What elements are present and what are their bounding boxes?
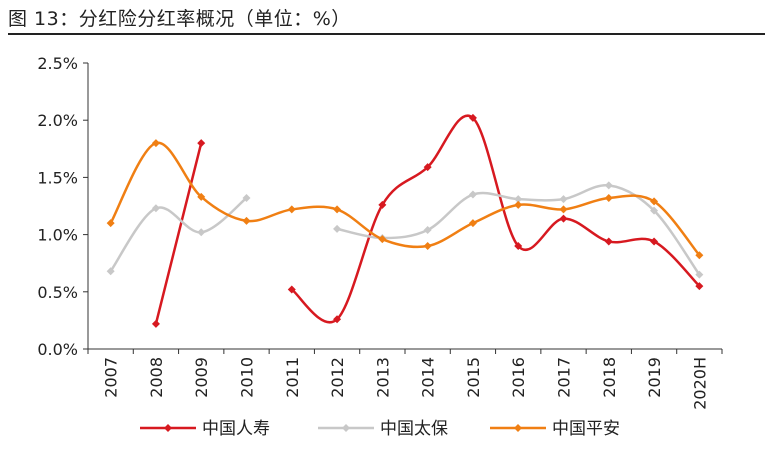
x-tick-label: 2007: [102, 357, 121, 398]
x-tick-label: 2015: [464, 357, 483, 398]
title-underline: [8, 33, 765, 35]
series-line: [154, 142, 203, 325]
data-point: [151, 139, 160, 148]
data-point: [423, 163, 432, 172]
data-point: [106, 219, 115, 228]
x-tick-label: 2018: [600, 357, 619, 398]
x-tick-label: 2013: [373, 357, 392, 398]
chart-series-lines: [106, 113, 704, 328]
data-point: [106, 267, 115, 276]
x-tick-label: 2008: [147, 357, 166, 398]
x-tick-label: 2019: [645, 357, 664, 398]
data-point: [287, 285, 296, 294]
data-point: [604, 181, 613, 190]
series-line: [109, 196, 248, 272]
data-point: [423, 226, 432, 235]
series-中国人寿: [151, 113, 704, 328]
data-point: [650, 206, 659, 215]
data-point: [468, 113, 477, 122]
data-point: [197, 192, 206, 201]
chart-legend: 中国人寿 中国太保 中国平安: [140, 419, 620, 439]
data-point: [333, 205, 342, 214]
data-point: [514, 195, 523, 204]
legend-marker: [164, 424, 172, 432]
data-point: [514, 200, 523, 209]
data-point: [604, 193, 613, 202]
data-point: [423, 242, 432, 251]
legend-marker: [342, 424, 350, 432]
y-tick-label: 2.0%: [37, 111, 78, 130]
series-中国平安: [106, 139, 704, 260]
data-point: [695, 270, 704, 279]
data-point: [287, 205, 296, 214]
y-tick-label: 1.0%: [37, 226, 78, 245]
data-point: [695, 282, 704, 291]
x-tick-label: 2017: [555, 357, 574, 398]
data-point: [378, 200, 387, 209]
x-tick-label: 2012: [328, 357, 347, 398]
legend-label: 中国太保: [380, 419, 448, 439]
figure-title: 图 13：分红险分红率概况（单位：%）: [8, 8, 351, 30]
x-tick-label: 2011: [283, 357, 302, 398]
legend-item: 中国太保: [318, 419, 448, 439]
y-tick-label: 0.0%: [37, 340, 78, 359]
legend-item: 中国人寿: [140, 419, 270, 439]
y-tick-label: 0.5%: [37, 283, 78, 302]
legend-label: 中国平安: [552, 419, 620, 439]
series-中国太保: [106, 181, 704, 279]
data-point: [468, 219, 477, 228]
y-tick-label: 2.5%: [37, 54, 78, 73]
data-point: [333, 224, 342, 233]
x-tick-label: 2010: [238, 357, 257, 398]
data-point: [604, 237, 613, 246]
data-point: [151, 204, 160, 213]
data-point: [695, 251, 704, 260]
legend-item: 中国平安: [490, 419, 620, 439]
data-point: [559, 205, 568, 214]
data-point: [197, 139, 206, 148]
legend-label: 中国人寿: [202, 419, 270, 439]
x-tick-label: 2020H: [690, 357, 709, 410]
series-line: [290, 114, 701, 324]
data-point: [559, 214, 568, 223]
chart-axes: 0.0% 0.5% 1.0% 1.5% 2.0% 2.5% 2007 2008 2009 2010…: [37, 54, 723, 410]
data-point: [333, 315, 342, 324]
data-point: [650, 197, 659, 206]
x-tick-label: 2016: [509, 357, 528, 398]
x-tick-label: 2009: [192, 357, 211, 398]
y-tick-label: 1.5%: [37, 168, 78, 187]
data-point: [378, 235, 387, 244]
data-point: [514, 242, 523, 251]
data-point: [197, 228, 206, 237]
data-point: [242, 193, 251, 202]
legend-marker: [514, 424, 522, 432]
data-point: [468, 190, 477, 199]
x-tick-label: 2014: [419, 357, 438, 398]
data-point: [242, 216, 251, 225]
data-point: [151, 319, 160, 328]
data-point: [650, 237, 659, 246]
data-point: [559, 195, 568, 204]
